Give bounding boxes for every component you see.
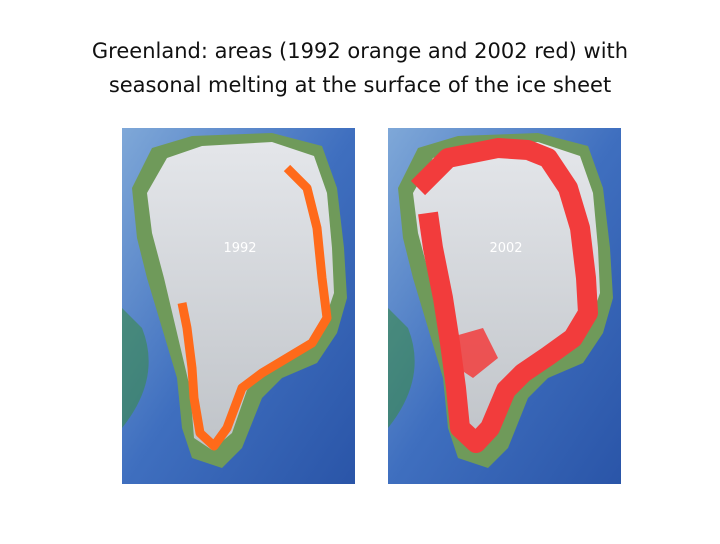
title-line: seasonal melting at the surface of the i… [109,73,611,97]
map-label: 1992 [223,241,256,256]
title-line: Greenland: areas (1992 orange and 2002 r… [92,39,628,63]
melt-area [410,138,598,453]
map-2002: 2002 [388,128,621,484]
melt-area [177,164,332,451]
map-label: 2002 [489,241,522,256]
map-1992: 1992 [122,128,355,484]
melt-area [448,328,498,378]
